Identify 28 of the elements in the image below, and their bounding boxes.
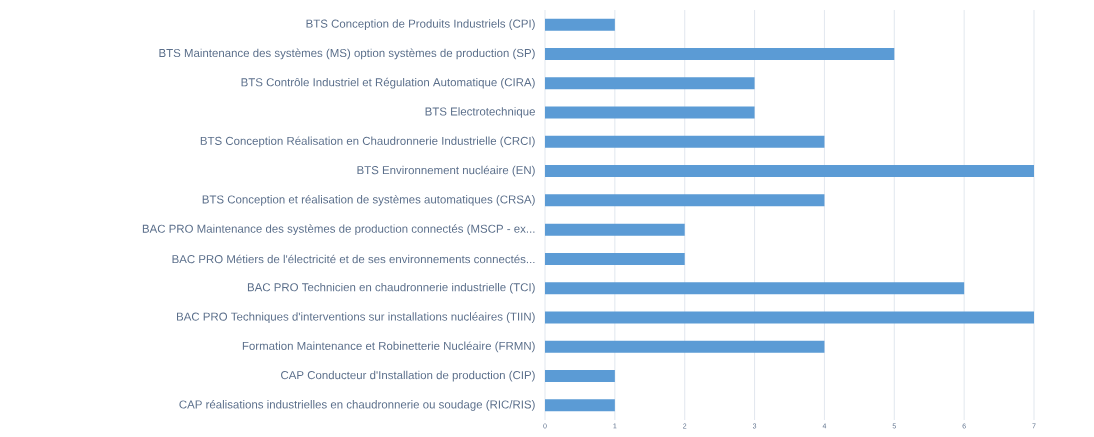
bar [545, 18, 615, 31]
y-tick-label: BTS Conception Réalisation en Chaudronnerie Industrielle (CRCI) [200, 136, 535, 148]
bar [545, 399, 615, 412]
y-tick-label: BTS Conception de Produits Industriels (CPI) [306, 19, 535, 30]
y-tick-label: BTS Electrotechnique [425, 107, 535, 118]
y-tick-label: CAP réalisations industrielles en chaudronnerie ou soudage (RIC/RIS) [179, 399, 535, 411]
bar [545, 223, 685, 236]
y-tick-label: BAC PRO Métiers de l'électricité et de ses environnements connectés... [172, 254, 535, 264]
y-tick-label: Formation Maintenance et Robinetterie Nucléaire (FRMN) [242, 341, 535, 353]
bar [545, 77, 755, 90]
y-tick-label: BAC PRO Techniques d'interventions sur installations nucléaires (TIIN) [177, 312, 535, 323]
bar [545, 165, 1034, 178]
bar [545, 370, 615, 383]
bar [545, 106, 755, 119]
y-tick-label: BTS Contrôle Industriel et Régulation Automatique (CIRA) [241, 77, 535, 89]
bar [545, 194, 825, 207]
bar [545, 340, 825, 353]
y-tick-label: BAC PRO Technicien en chaudronnerie industrielle (TCI) [247, 282, 535, 294]
y-tick-label: BAC PRO Maintenance des systèmes de production connectés (MSCP - ex... [142, 224, 535, 236]
bar [545, 135, 825, 148]
y-tick-label: BTS Maintenance des systèmes (MS) option systèmes de production (SP) [159, 48, 535, 60]
y-tick-label: BTS Conception et réalisation de systèmes automatiques (CRSA) [202, 194, 535, 206]
y-tick-label: BTS Environnement nucléaire (EN) [357, 165, 535, 177]
y-tick-label: CAP Conducteur d'Installation de production (CIP) [281, 370, 535, 382]
bar [545, 252, 685, 265]
bar [545, 311, 1034, 324]
bar [545, 47, 895, 60]
bar [545, 282, 965, 295]
